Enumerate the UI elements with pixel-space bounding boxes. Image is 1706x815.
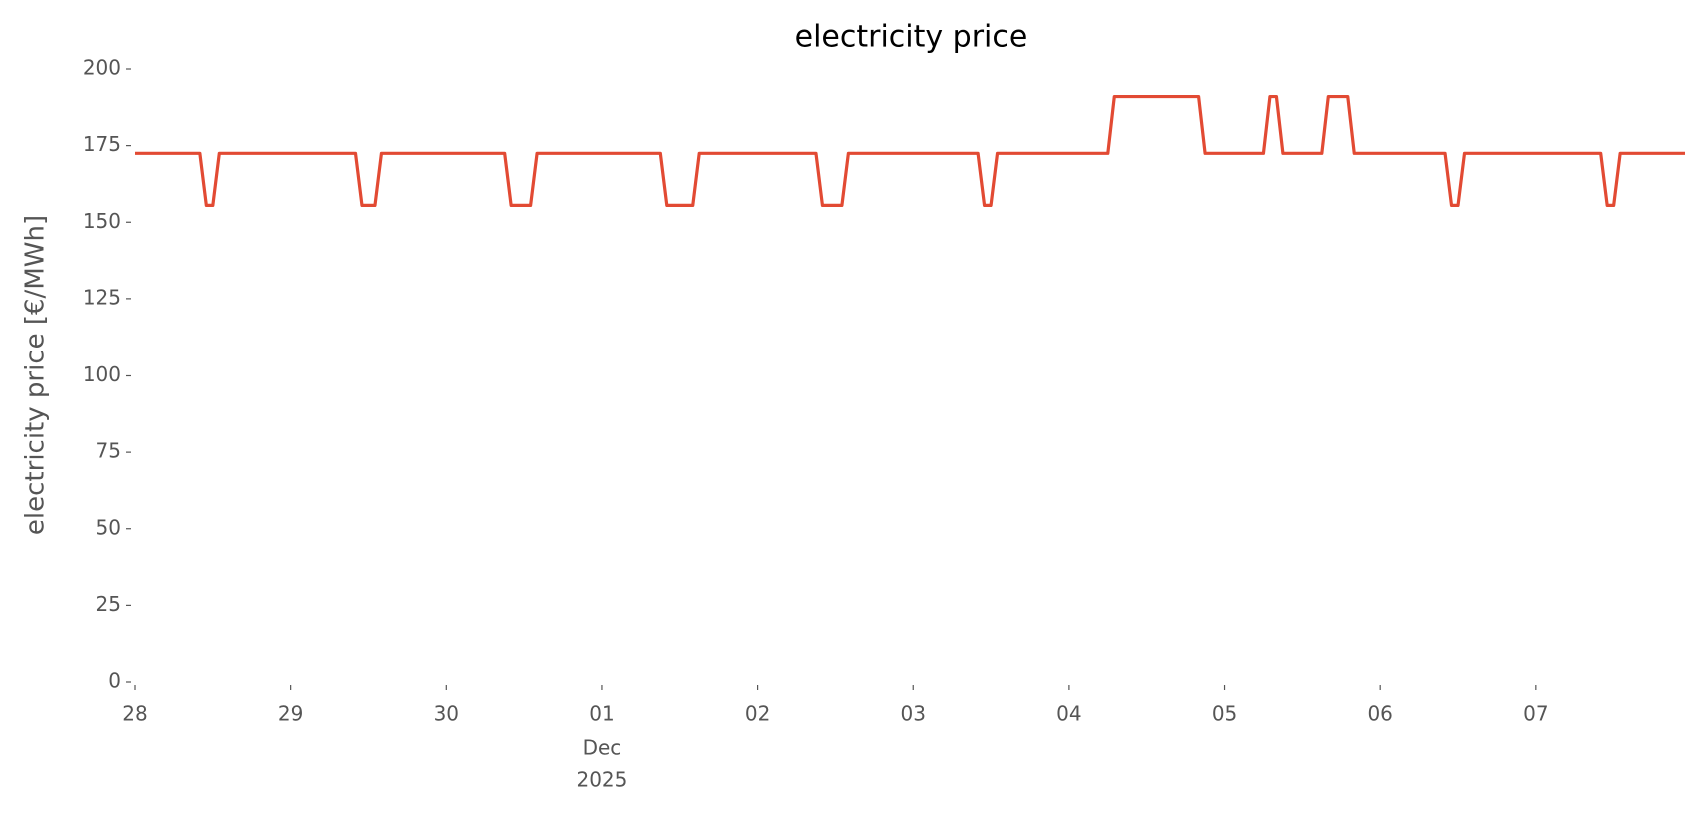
y-tick-label: 150 (83, 209, 121, 233)
x-tick-label: 04 (1056, 702, 1081, 726)
price-line (135, 94, 1685, 207)
x-tick-label: 30 (434, 702, 459, 726)
y-tick-label: 125 (83, 285, 121, 309)
x-tick-label: 28 (122, 702, 147, 726)
y-axis-label: electricity price [€/MWh] (21, 215, 51, 535)
x-tick-label: 01 (589, 702, 614, 726)
x-tick-label: 07 (1523, 702, 1548, 726)
x-tick-label: 02 (745, 702, 770, 726)
x-tick-label: 29 (278, 702, 303, 726)
y-tick-label: 0 (108, 669, 121, 693)
y-tick-label: 175 (83, 132, 121, 156)
y-tick-label: 25 (96, 592, 121, 616)
y-tick-label: 50 (96, 515, 121, 539)
y-tick-label: 75 (96, 439, 121, 463)
y-tick-label: 200 (83, 56, 121, 80)
x-period-label: 2025 (576, 768, 627, 792)
x-period-label: Dec (583, 736, 622, 760)
chart-title: electricity price (795, 20, 1028, 55)
x-tick-label: 06 (1367, 702, 1392, 726)
x-tick-label: 03 (901, 702, 926, 726)
y-tick-label: 100 (83, 362, 121, 386)
x-tick-label: 05 (1212, 702, 1237, 726)
